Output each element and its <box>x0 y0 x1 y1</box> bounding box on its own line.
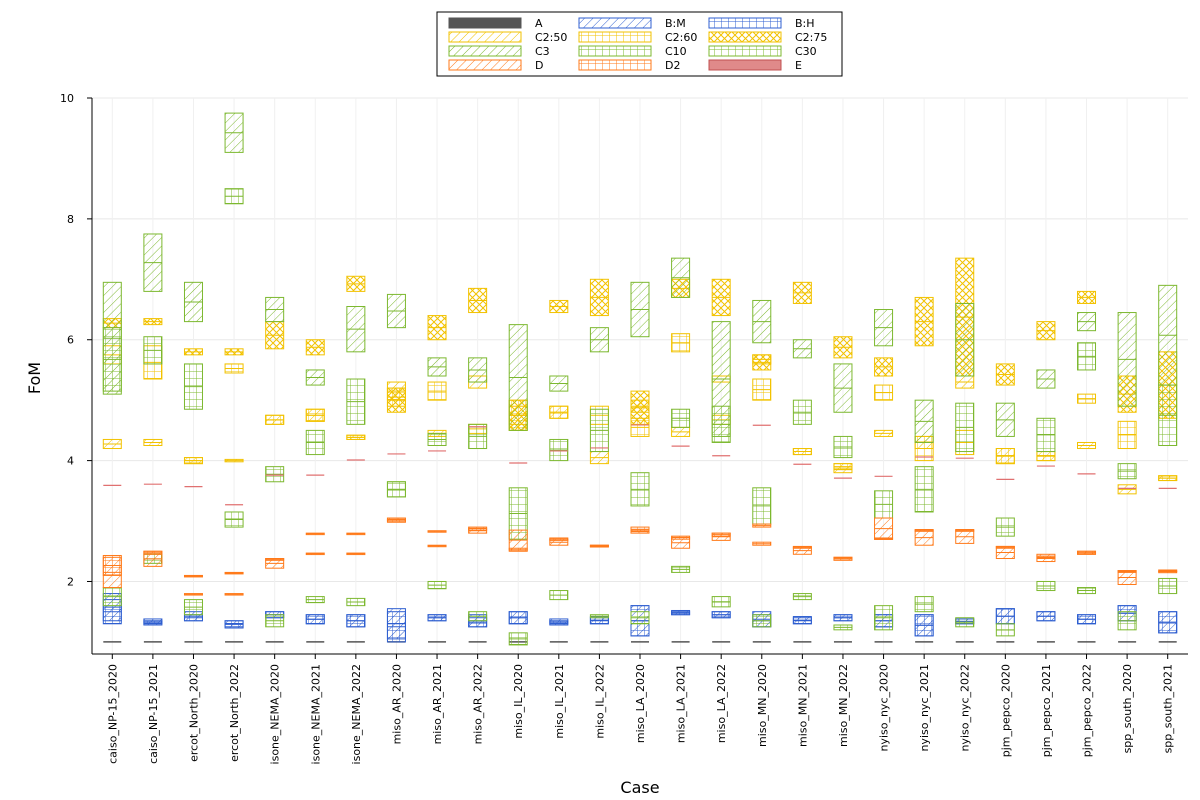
x-tick-label: miso_MN_2020 <box>756 664 769 747</box>
legend-swatch-B:H <box>708 17 782 29</box>
x-tick-label: nyiso_nyc_2020 <box>878 664 891 752</box>
legend-label-C30: C30 <box>795 45 817 58</box>
legend-swatch-C30 <box>708 45 782 57</box>
x-tick-label: isone_NEMA_2021 <box>309 664 322 764</box>
legend-label-C2:75: C2:75 <box>795 31 827 44</box>
y-tick-label: 4 <box>67 455 74 468</box>
y-tick-label: 6 <box>67 334 74 347</box>
x-tick-label: spp_south_2020 <box>1121 664 1134 753</box>
x-tick-label: nyiso_nyc_2022 <box>959 664 972 752</box>
legend-swatch-E <box>708 59 782 71</box>
y-tick-label: 10 <box>60 92 74 105</box>
legend-label-B:M: B:M <box>665 17 686 30</box>
x-tick-label: miso_LA_2022 <box>715 664 728 743</box>
y-tick-label: 2 <box>67 575 74 588</box>
legend-swatch-C2:50 <box>448 31 522 43</box>
legend-swatch-D2 <box>578 59 652 71</box>
x-tick-label: isone_NEMA_2022 <box>350 664 363 764</box>
legend-label-D2: D2 <box>665 59 680 72</box>
x-tick-label: caiso_NP-15_2021 <box>147 664 160 764</box>
x-tick-label: miso_AR_2020 <box>390 664 403 744</box>
x-tick-label: miso_LA_2020 <box>634 664 647 743</box>
box-series <box>102 112 1178 646</box>
tick-labels: 2 4 6 8 10 caiso_NP-15_2020 caiso_NP-15_2021 er… <box>60 92 1175 764</box>
legend-swatch-C3 <box>448 45 522 57</box>
x-tick-label: miso_IL_2020 <box>512 664 525 739</box>
series-E <box>103 424 1177 506</box>
x-tick-label: ercot_North_2022 <box>228 664 241 762</box>
legend: A B:M B:H C2:50 C2:60 C2:75 C3 C10 C30 D D2 E <box>436 11 843 77</box>
legend-label-C10: C10 <box>665 45 687 58</box>
legend-swatch-C10 <box>578 45 652 57</box>
series-D2 <box>102 518 1178 578</box>
x-tick-label: isone_NEMA_2020 <box>269 664 282 764</box>
legend-label-C3: C3 <box>535 45 550 58</box>
legend-label-B:H: B:H <box>795 17 815 30</box>
x-tick-label: miso_MN_2021 <box>796 664 809 747</box>
x-tick-label: miso_MN_2022 <box>837 664 850 747</box>
x-tick-label: miso_AR_2021 <box>431 664 444 744</box>
x-tick-label: pjm_pepco_2020 <box>999 664 1012 757</box>
legend-swatch-B:M <box>578 17 652 29</box>
y-tick-label: 8 <box>67 213 74 226</box>
series-C3 <box>102 112 1178 443</box>
legend-label-C2:60: C2:60 <box>665 31 697 44</box>
x-tick-label: miso_LA_2021 <box>675 664 688 743</box>
x-tick-label: miso_AR_2022 <box>472 664 485 744</box>
x-tick-label: caiso_NP-15_2020 <box>106 664 119 764</box>
x-tick-label: nyiso_nyc_2021 <box>918 664 931 752</box>
x-axis-label: Case <box>620 778 659 797</box>
x-tick-label: miso_IL_2022 <box>593 664 606 739</box>
x-tick-label: spp_south_2021 <box>1162 664 1175 753</box>
legend-swatch-C2:75 <box>708 31 782 43</box>
legend-swatch-C2:60 <box>578 31 652 43</box>
legend-label-E: E <box>795 59 802 72</box>
grid-lines <box>92 97 1188 654</box>
legend-label-D: D <box>535 59 543 72</box>
series-C30 <box>102 481 1178 646</box>
legend-label-C2:50: C2:50 <box>535 31 567 44</box>
series-C10 <box>102 188 1178 540</box>
legend-swatch-A <box>448 17 522 29</box>
x-tick-label: ercot_North_2020 <box>187 664 200 762</box>
legend-swatch-D <box>448 59 522 71</box>
x-tick-label: miso_IL_2021 <box>553 664 566 739</box>
x-tick-label: pjm_pepco_2021 <box>1040 664 1053 757</box>
x-tick-label: pjm_pepco_2022 <box>1081 664 1094 757</box>
legend-label-A: A <box>535 17 543 30</box>
y-axis-label: FoM <box>25 362 44 394</box>
